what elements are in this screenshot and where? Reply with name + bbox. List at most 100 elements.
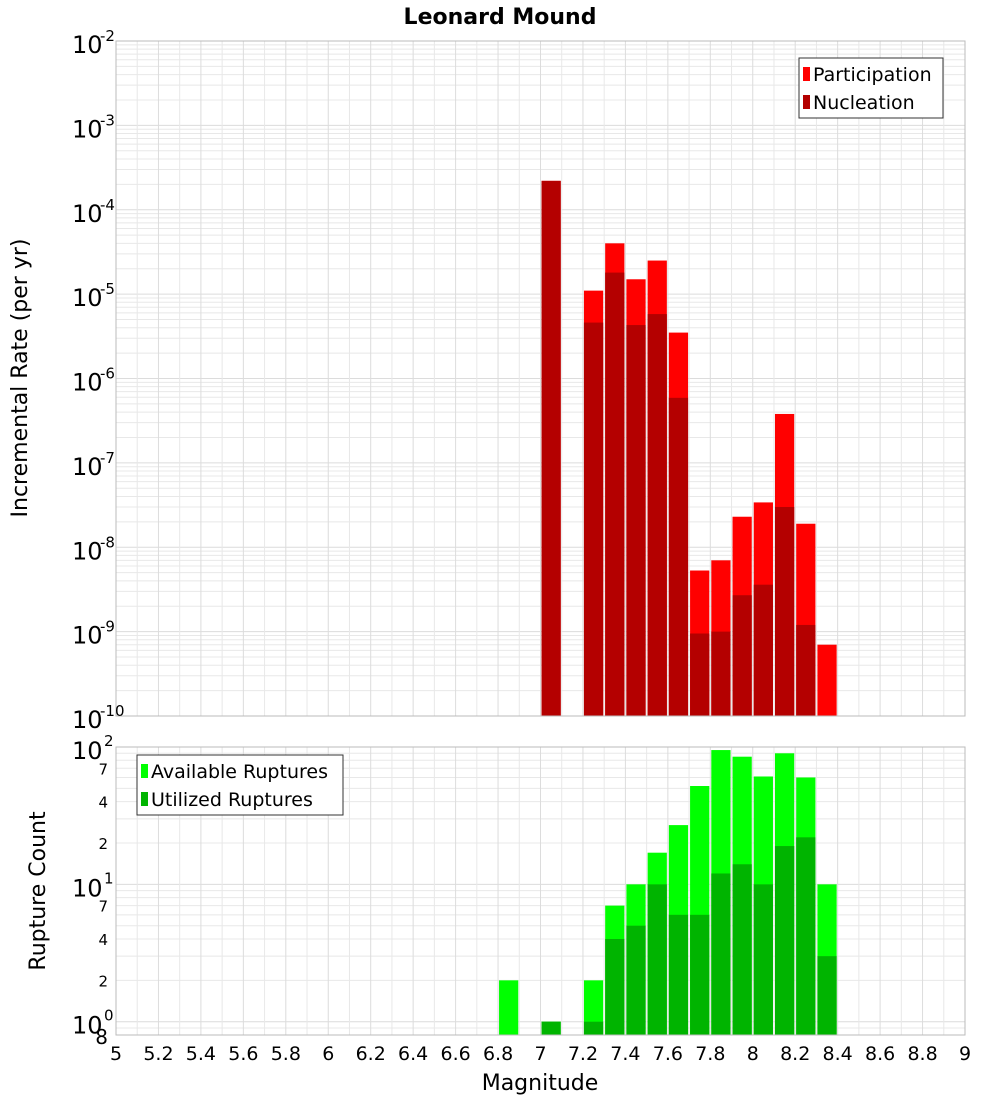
x-tick-label: 6.8 [483, 1043, 513, 1065]
x-tick-label: 5 [110, 1043, 122, 1065]
legend-box [798, 57, 944, 119]
y-tick-label: 10 [72, 537, 103, 565]
top-grid [115, 40, 966, 717]
top-bar-s1 [817, 644, 837, 716]
y-tick-exponent: -7 [100, 449, 115, 467]
y-tick-label: 10 [72, 453, 103, 481]
x-tick-label: 5.4 [186, 1043, 216, 1065]
bottom-bar-s2 [796, 837, 816, 1035]
top-bar-s2 [605, 272, 625, 716]
bottom-legend: Available Ruptures Utilized Ruptures [136, 754, 344, 816]
x-tick-label: 8.8 [907, 1043, 937, 1065]
x-tick-label: 5.6 [228, 1043, 258, 1065]
bottom-bar-s2 [668, 914, 689, 1035]
top-bar-s2 [753, 584, 773, 716]
legend-box [136, 754, 344, 816]
top-bar-s2 [647, 314, 667, 716]
x-axis-label: Magnitude [482, 1071, 599, 1096]
bottom-bar-s2 [626, 925, 646, 1035]
y-tick-exponent: -6 [100, 365, 115, 383]
legend-swatch [141, 764, 148, 778]
bottom-bar-s2 [690, 914, 710, 1035]
y-tick-label: 10 [72, 874, 103, 902]
x-tick-label: 8.4 [823, 1043, 853, 1065]
bottom-bar-s1 [499, 980, 519, 1035]
x-tick-label: 7.8 [695, 1043, 725, 1065]
y-tick-exponent: 2 [104, 732, 114, 750]
x-tick-label: 6.4 [398, 1043, 428, 1065]
x-tick-label: 5.2 [143, 1043, 173, 1065]
y-tick-label: 2 [98, 835, 108, 853]
top-bar-s2 [626, 325, 646, 716]
x-tick-label: 6 [322, 1043, 334, 1065]
legend-label: Available Ruptures [151, 761, 328, 783]
x-tick-label: 6.2 [356, 1043, 386, 1065]
legend-label: Utilized Ruptures [151, 789, 313, 811]
y-tick-label: 10 [72, 737, 103, 765]
y-tick-exponent: 1 [104, 869, 114, 887]
top-y-axis-label: Incremental Rate (per yr) [8, 239, 33, 518]
top-bar-s2 [690, 633, 710, 716]
y-tick-exponent: -5 [100, 280, 115, 298]
x-tick-label: 7.6 [653, 1043, 683, 1065]
y-tick-exponent: -4 [100, 196, 115, 214]
x-tick-label: 9 [959, 1043, 971, 1065]
legend-swatch [803, 67, 810, 81]
y-tick-exponent: -10 [100, 702, 125, 720]
y-tick-label: 10 [72, 200, 103, 228]
bottom-bar-s2 [753, 884, 773, 1035]
top-bar-s2 [711, 631, 731, 716]
bottom-bar-s2 [541, 1021, 561, 1035]
top-bars [541, 180, 837, 717]
legend-swatch [141, 792, 148, 806]
x-tick-label: 7 [534, 1043, 546, 1065]
legend-swatch [803, 95, 810, 109]
y-tick-label: 10 [72, 622, 103, 650]
x-tick-label: 8.6 [865, 1043, 895, 1065]
bottom-bar-s2 [817, 956, 837, 1035]
y-tick-exponent: -3 [100, 111, 115, 129]
bottom-bars [499, 750, 837, 1035]
y-tick-label: 10 [72, 115, 103, 143]
x-tick-label: 8.2 [780, 1043, 810, 1065]
y-tick-label: 2 [98, 972, 108, 990]
y-tick-label: 8 [95, 1025, 108, 1049]
bottom-bar-s2 [774, 846, 795, 1035]
y-tick-label: 7 [98, 760, 108, 778]
bottom-y-axis-label: Rupture Count [26, 811, 51, 971]
y-tick-exponent: -2 [100, 27, 115, 45]
top-bar-s2 [774, 506, 795, 716]
legend-label: Nucleation [813, 92, 915, 114]
y-tick-label: 4 [98, 931, 108, 949]
x-tick-label: 7.2 [568, 1043, 598, 1065]
y-tick-exponent: -9 [100, 618, 115, 636]
top-bar-s2 [583, 322, 604, 716]
top-bar-s2 [796, 624, 816, 716]
x-tick-label: 7.4 [610, 1043, 640, 1065]
legend-label: Participation [813, 64, 932, 86]
y-tick-label: 10 [72, 369, 103, 397]
x-tick-label: 8 [747, 1043, 759, 1065]
top-bar-s2 [541, 180, 561, 716]
y-tick-label: 10 [72, 284, 103, 312]
y-tick-label: 4 [98, 794, 108, 812]
y-tick-label: 10 [72, 31, 103, 59]
bottom-bar-s2 [647, 884, 667, 1035]
x-tick-label: 5.8 [271, 1043, 301, 1065]
top-bar-s2 [732, 595, 752, 716]
bottom-bar-s1 [583, 980, 604, 1035]
top-bar-s2 [668, 397, 689, 716]
y-tick-label: 10 [72, 1012, 103, 1040]
top-legend: Participation Nucleation [798, 57, 944, 119]
y-tick-label: 10 [72, 706, 103, 734]
y-tick-exponent: 0 [104, 1007, 114, 1025]
bottom-plot-frame [115, 746, 966, 1036]
bottom-bar-s2 [711, 873, 731, 1035]
bottom-bar-s2 [732, 864, 752, 1035]
x-tick-labels: 5 5.2 5.4 5.6 5.8 6 6.2 6.4 6.6 6.8 7 7.2 7.4 7.6 7.8 8… [110, 1043, 971, 1065]
